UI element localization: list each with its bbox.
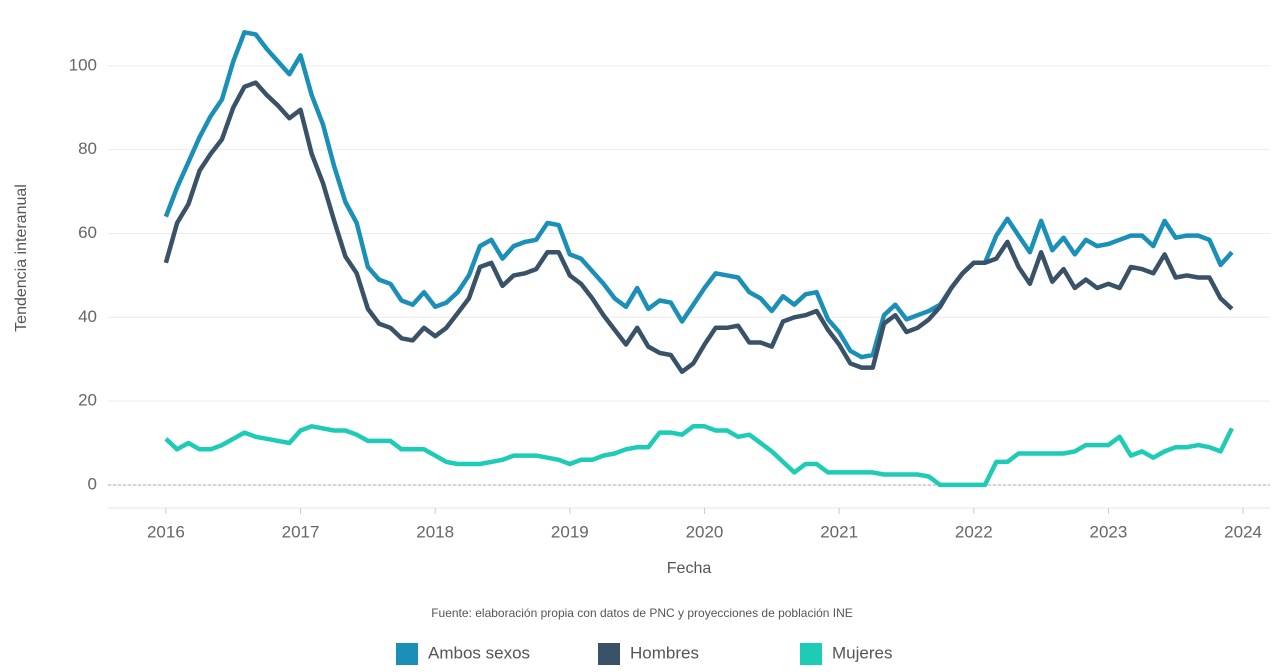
series-line — [164, 424, 1234, 488]
x-axis-label: Fecha — [667, 560, 712, 577]
source-note: Fuente: elaboración propia con datos de … — [431, 606, 853, 620]
y-tick-label: 20 — [78, 391, 97, 410]
legend-swatch — [396, 643, 418, 665]
x-tick-label: 2024 — [1224, 522, 1262, 541]
x-tick-label: 2019 — [551, 522, 589, 541]
x-tick-label: 2021 — [820, 522, 858, 541]
legend-label: Mujeres — [832, 643, 892, 662]
x-tick-label: 2022 — [955, 522, 993, 541]
legend-label: Hombres — [630, 643, 699, 662]
series-line — [163, 30, 1234, 360]
x-tick-label: 2018 — [416, 522, 454, 541]
y-tick-label: 80 — [78, 139, 97, 158]
y-tick-label: 40 — [78, 307, 97, 326]
x-tick-label: 2023 — [1090, 522, 1128, 541]
y-tick-label: 60 — [78, 223, 97, 242]
x-tick-label: 2017 — [282, 522, 320, 541]
legend-swatch — [598, 643, 620, 665]
y-axis-label: Tendencia interanual — [13, 184, 30, 332]
series-line — [163, 80, 1234, 375]
x-tick-label: 2020 — [686, 522, 724, 541]
legend-swatch — [800, 643, 822, 665]
legend-label: Ambos sexos — [428, 643, 530, 662]
y-tick-label: 0 — [88, 474, 97, 493]
y-tick-label: 100 — [69, 55, 97, 74]
x-tick-label: 2016 — [147, 522, 185, 541]
